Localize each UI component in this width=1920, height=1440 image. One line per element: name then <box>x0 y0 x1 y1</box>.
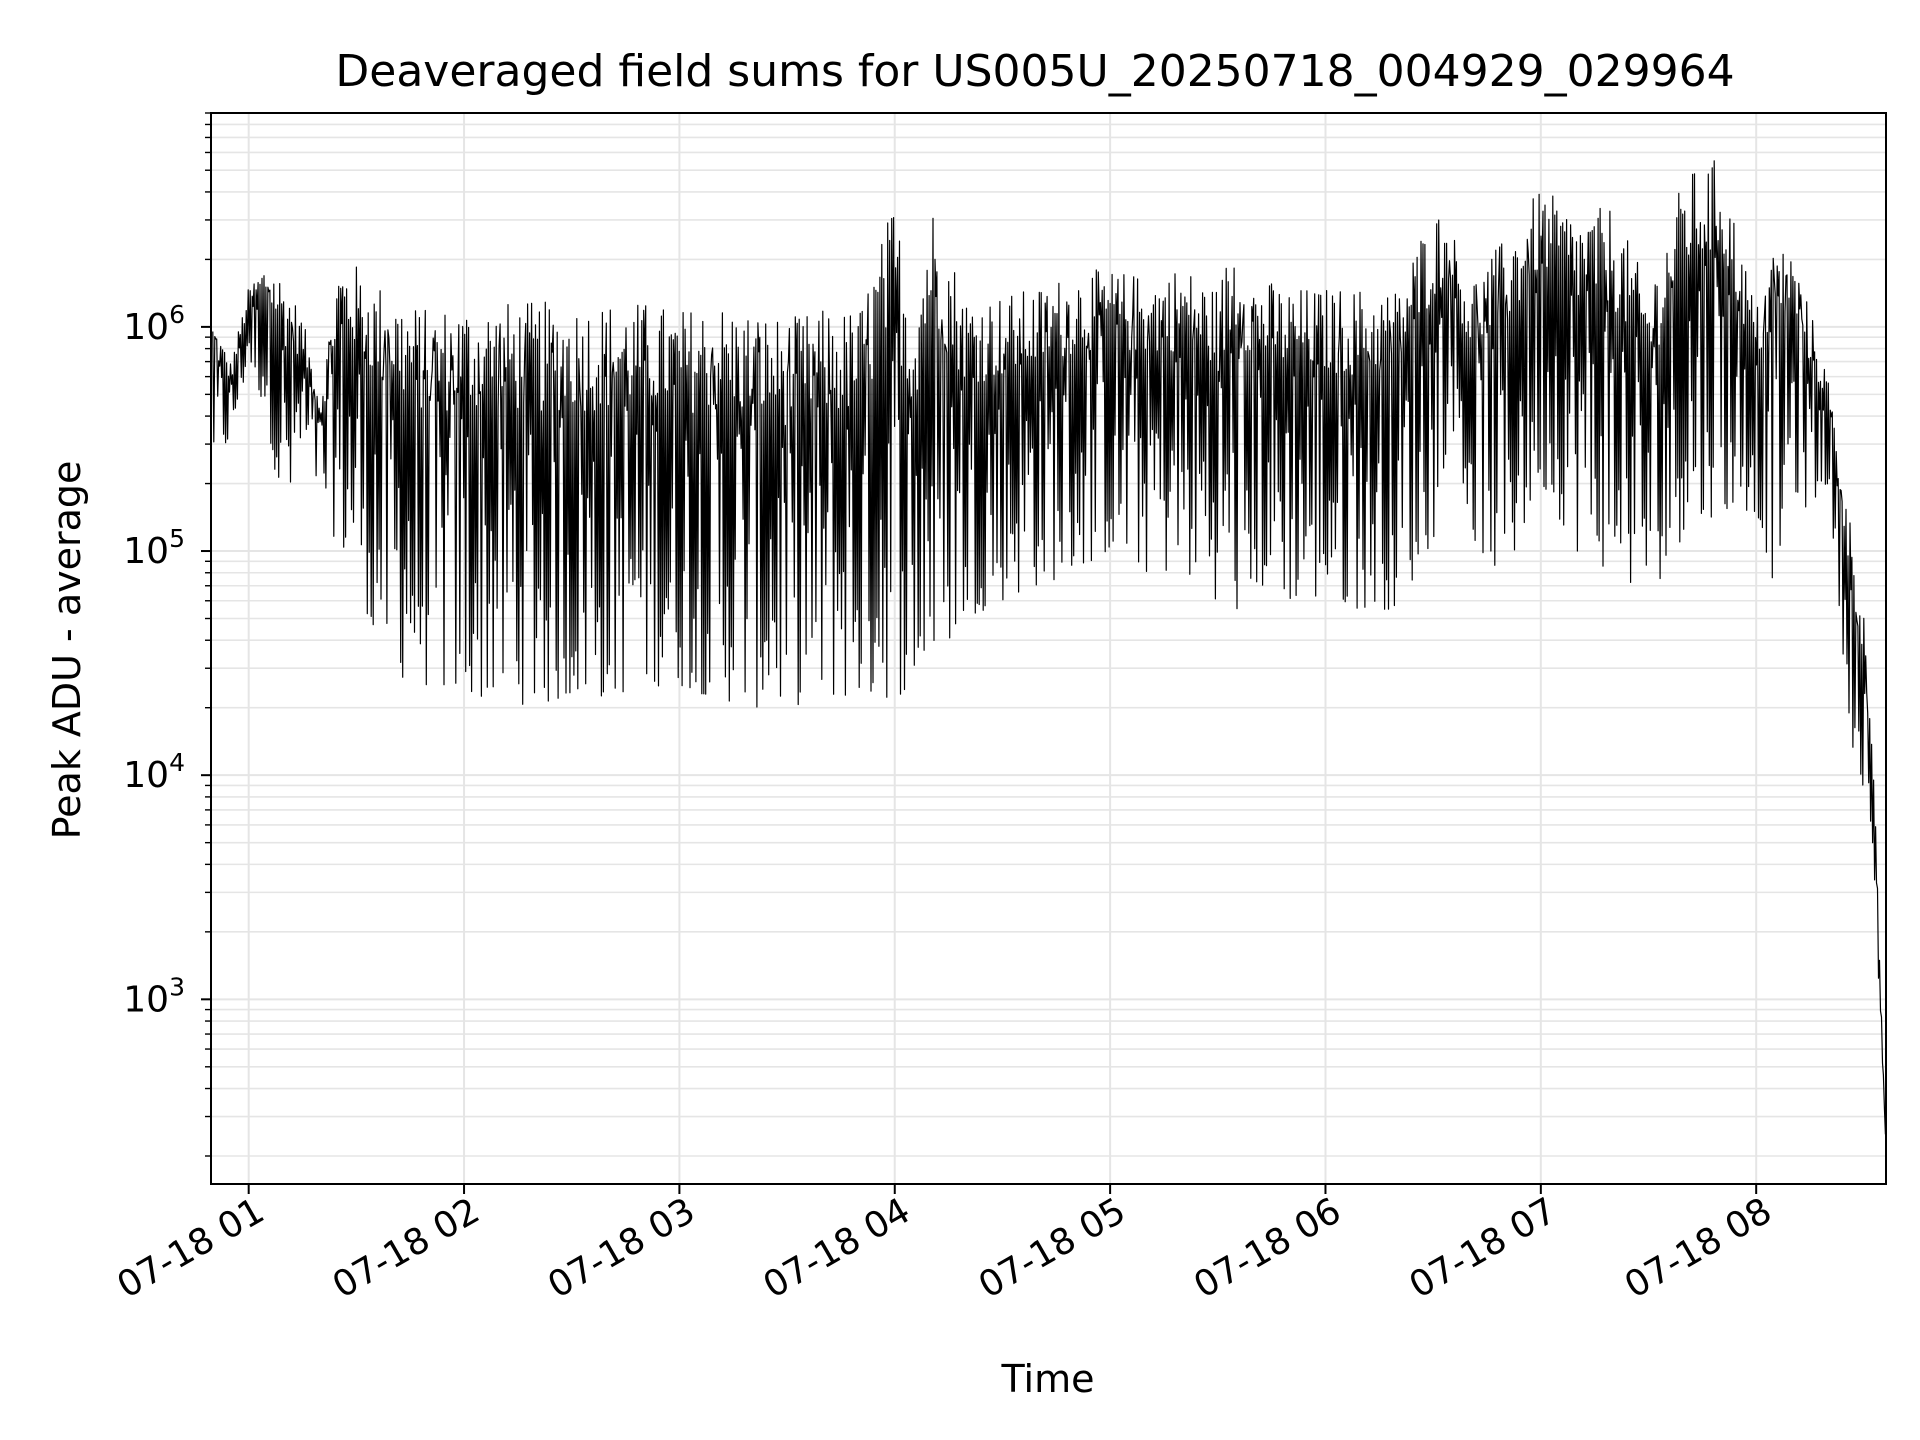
data-line <box>212 160 1886 1135</box>
y-axis-label: Peak ADU - average <box>45 461 89 840</box>
y-tick-label: 103 <box>123 972 185 1020</box>
y-tick-label: 104 <box>123 748 185 796</box>
plot-frame <box>210 112 1887 1185</box>
y-tick-label: 106 <box>123 300 185 348</box>
chart-title: Deaveraged field sums for US005U_2025071… <box>335 46 1734 97</box>
grid <box>211 112 1886 1184</box>
y-tick-label: 105 <box>123 524 185 572</box>
x-axis-label: Time <box>1001 1357 1095 1401</box>
data-series <box>212 160 1886 1135</box>
